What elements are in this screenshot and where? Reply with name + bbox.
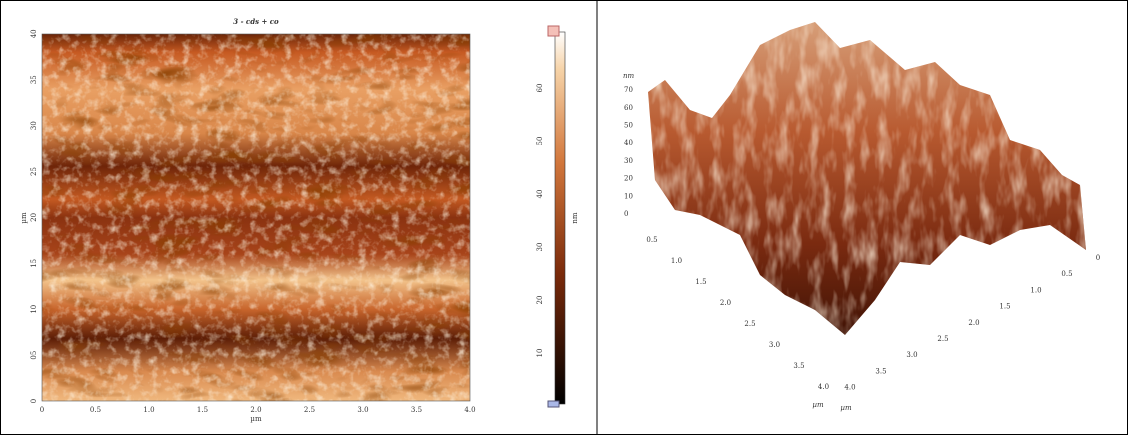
z-tick-label: 20 [624, 175, 633, 183]
image-border [41, 33, 471, 402]
afm-grain [42, 34, 470, 401]
x-tick-label: 2.0 [250, 406, 261, 414]
front-tick-label: 1.5 [695, 278, 706, 286]
z-tick-label: 60 [624, 104, 633, 112]
y-tick-label: 15 [30, 259, 38, 268]
side-tick-label: 3.5 [875, 367, 886, 375]
front-tick-label: 1.0 [671, 257, 682, 265]
front-axis-label: µm [812, 401, 824, 409]
x-tick-label: 3.0 [357, 406, 368, 414]
colorbar-max-handle [547, 25, 560, 37]
x-tick-label: 2.5 [304, 406, 315, 414]
x-tick-label: 1.0 [143, 406, 154, 414]
x-tick-label: 4.0 [464, 406, 475, 414]
side-tick-label: 4.0 [844, 384, 855, 392]
z-axis-label: nm [623, 72, 635, 80]
front-tick-label: 4.0 [818, 383, 829, 391]
side-tick-label: 1.0 [1030, 286, 1041, 294]
y-tick-label: 10 [30, 305, 38, 314]
side-tick-label: 3.0 [906, 351, 917, 359]
y-tick-label: 20 [30, 213, 38, 222]
side-tick-label: 2.0 [968, 319, 979, 327]
x-axis-label: µm [250, 415, 262, 423]
colorbar [554, 31, 566, 405]
side-tick-label: 1.5 [999, 303, 1010, 311]
front-tick-label: 3.0 [769, 341, 780, 349]
x-tick-label: 0.5 [90, 406, 101, 414]
colorbar-tick-label: 40 [536, 190, 544, 199]
side-tick-label: 0 [1096, 254, 1100, 262]
front-tick-label: 2.0 [720, 299, 731, 307]
z-tick-label: 0 [624, 210, 628, 218]
front-tick-label: 2.5 [744, 320, 755, 328]
colorbar-min-handle [547, 400, 560, 408]
side-tick-label: 2.5 [937, 335, 948, 343]
y-tick-label: 40 [30, 29, 38, 38]
x-tick-label: 3.5 [411, 406, 422, 414]
y-tick-label: 35 [30, 75, 38, 84]
colorbar-tick-label: 50 [536, 137, 544, 146]
z-tick-label: 40 [624, 139, 633, 147]
front-tick-label: 0.5 [646, 236, 657, 244]
z-tick-label: 10 [624, 192, 633, 200]
z-tick-label: 70 [624, 86, 633, 94]
colorbar-tick-label: 10 [536, 349, 544, 358]
front-tick-label: 3.5 [793, 362, 804, 370]
z-tick-label: 50 [624, 122, 633, 130]
colorbar-tick-label: 30 [536, 243, 544, 252]
colorbar-tick-label: 20 [536, 296, 544, 305]
side-axis-label: µm [840, 404, 852, 412]
y-tick-label: 25 [30, 167, 38, 176]
x-tick-label: 1.5 [197, 406, 208, 414]
y-axis-label: µm [20, 212, 28, 224]
colorbar-label: nm [571, 212, 579, 224]
colorbar-tick-label: 60 [536, 84, 544, 93]
side-tick-label: 0.5 [1061, 270, 1072, 278]
image-title: 3 - cds + co [233, 17, 279, 26]
y-tick-label: 0 [30, 399, 38, 403]
x-tick-label: 0 [40, 406, 44, 414]
afm-3d-texture [648, 22, 1086, 335]
z-tick-label: 30 [624, 157, 633, 165]
y-tick-label: 30 [30, 121, 38, 130]
y-tick-label: 05 [30, 351, 38, 360]
